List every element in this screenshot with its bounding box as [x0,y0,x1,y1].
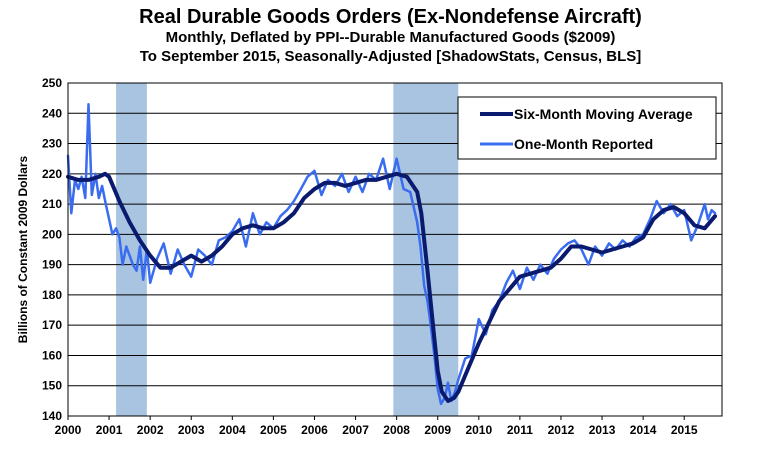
legend-label-moving-average: Six-Month Moving Average [514,106,693,122]
y-tick-label: 200 [42,227,62,241]
y-tick-label: 150 [42,379,62,393]
chart-title: Real Durable Goods Orders (Ex-Nondefense… [139,6,642,28]
x-tick-label: 2015 [671,423,698,437]
series-lines [66,102,717,406]
legend-label-one-month: One-Month Reported [514,136,653,152]
y-tick-labels: 140 150 160 170 180 190 200 210 220 230 240 250 [42,76,62,423]
x-tick-label: 2000 [55,423,82,437]
x-tick-label: 2007 [342,423,369,437]
x-tick-label: 2009 [424,423,451,437]
chart-subtitle-1: Monthly, Deflated by PPI--Durable Manufa… [165,29,616,46]
y-tick-label: 160 [42,348,62,362]
x-tick-label: 2001 [96,423,123,437]
y-tick-label: 170 [42,318,62,332]
x-tick-label: 2002 [137,423,164,437]
title-block: Real Durable Goods Orders (Ex-Nondefense… [0,6,781,66]
x-tick-label: 2014 [630,423,657,437]
x-tick-label: 2010 [465,423,492,437]
y-tick-label: 190 [42,258,62,272]
x-tick-label: 2013 [589,423,616,437]
x-tick-label: 2012 [548,423,575,437]
y-tick-label: 180 [42,288,62,302]
y-tick-label: 230 [42,137,62,151]
y-tick-label: 250 [42,76,62,90]
y-tick-label: 240 [42,106,62,120]
y-tick-label: 140 [42,409,62,423]
y-tick-label: 220 [42,167,62,181]
legend-box [457,96,717,160]
x-tick-label: 2005 [260,423,287,437]
x-tick-labels: 2000 2001 2002 2003 2004 2005 2006 2007 2008 2009… [55,416,698,437]
series-line-moving-average [66,171,717,403]
chart-subtitle-2: To September 2015, Seasonally-Adjusted [… [139,48,642,65]
y-axis-label: Billions of Constant 2009 Dollars [16,155,30,343]
x-tick-label: 2003 [178,423,205,437]
x-tick-label: 2006 [301,423,328,437]
x-tick-label: 2004 [219,423,246,437]
plot-frame [67,82,723,417]
x-tick-label: 2008 [383,423,410,437]
x-tick-label: 2011 [507,423,533,437]
y-tick-label: 210 [42,197,62,211]
recession-bands [116,83,459,416]
legend: Six-Month Moving Average One-Month Repor… [457,96,717,160]
